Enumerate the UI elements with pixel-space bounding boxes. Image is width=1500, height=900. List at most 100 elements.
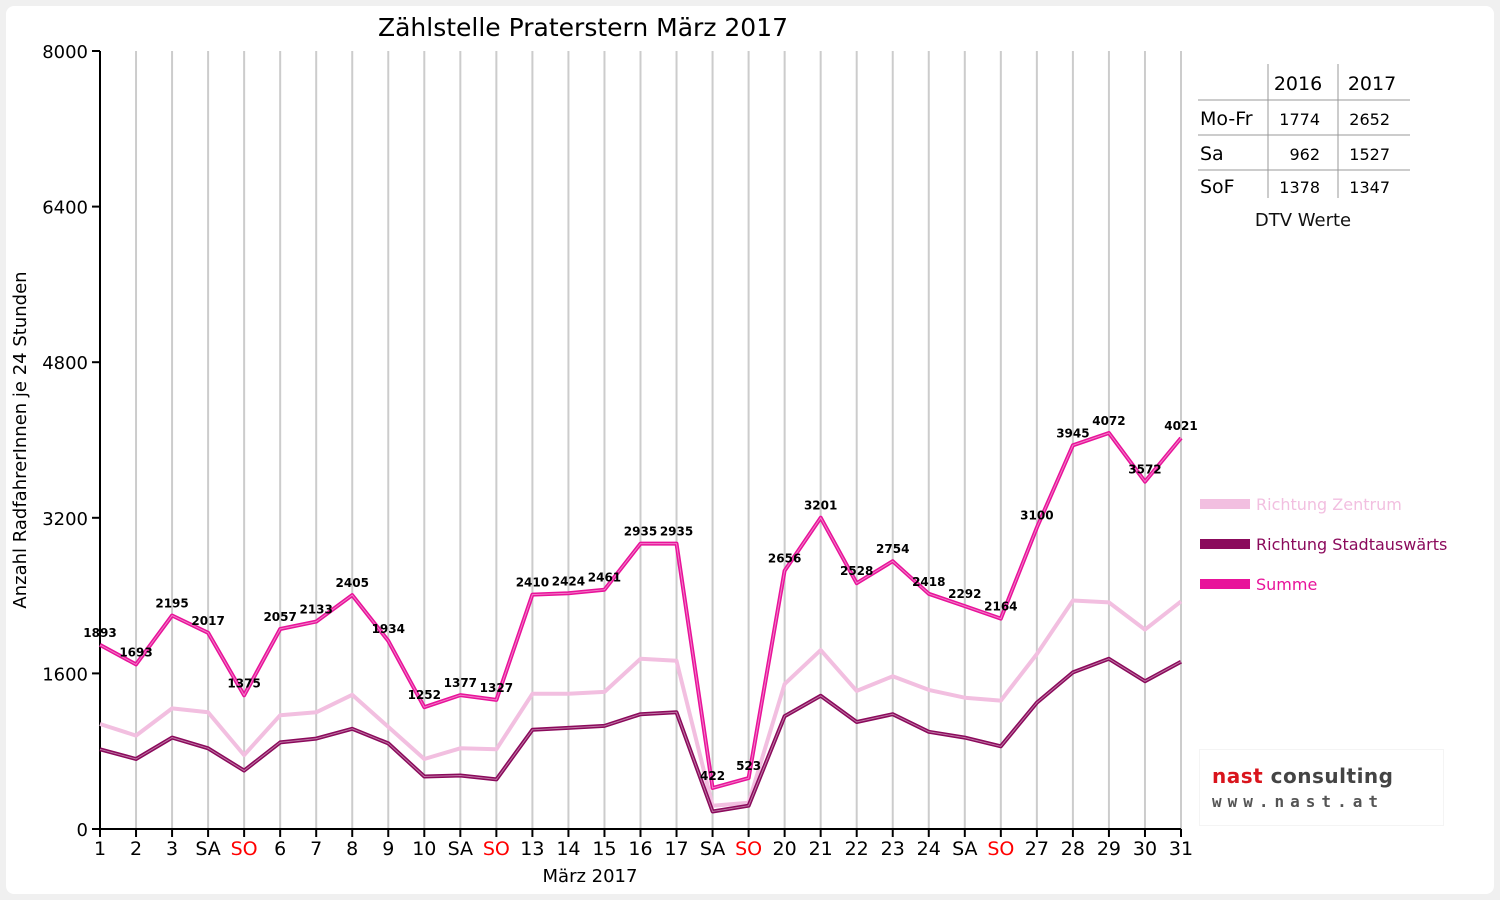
y-tick-label: 6400	[42, 198, 88, 219]
data-label: 3100	[1020, 509, 1053, 523]
x-tick-label: 14	[556, 838, 580, 860]
legend-item-zentrum: Richtung Zentrum	[1200, 494, 1447, 514]
dtv-cell-2017: 1347	[1349, 178, 1390, 197]
data-label: 1934	[372, 622, 405, 636]
legend-swatch	[1200, 539, 1250, 549]
x-tick-label: 7	[310, 838, 322, 860]
data-label: 2424	[552, 574, 585, 588]
data-label: 523	[736, 759, 761, 773]
legend-swatch	[1200, 499, 1250, 509]
data-label: 2754	[876, 542, 909, 556]
x-tick-label: 16	[628, 838, 652, 860]
dtv-row-label: Mo-Fr	[1200, 108, 1253, 130]
data-label: 1375	[227, 676, 260, 690]
data-label: 4072	[1092, 414, 1125, 428]
data-label: 2164	[984, 600, 1017, 614]
data-label: 2656	[768, 552, 801, 566]
data-label: 3201	[804, 499, 837, 513]
dtv-cell-2017: 1527	[1349, 145, 1390, 164]
logo-url: www.nast.at	[1212, 792, 1384, 811]
y-tick-label: 4800	[42, 353, 88, 374]
x-tick-label: 2	[130, 838, 142, 860]
x-tick-label: 3	[166, 838, 178, 860]
data-label: 1693	[119, 645, 152, 659]
logo-word-consulting: consulting	[1270, 764, 1394, 788]
x-tick-label: 28	[1061, 838, 1085, 860]
data-label: 1252	[408, 688, 441, 702]
x-tick-label: SO	[231, 838, 258, 860]
data-label: 4021	[1164, 419, 1197, 433]
x-tick-label: 15	[592, 838, 616, 860]
data-label: 2410	[516, 576, 549, 590]
data-label: 2405	[336, 576, 369, 590]
legend-swatch	[1200, 579, 1250, 589]
logo-word-nast: nast	[1212, 764, 1264, 788]
x-tick-label: 10	[412, 838, 436, 860]
x-tick-label: 20	[773, 838, 797, 860]
y-tick-label: 3200	[42, 509, 88, 530]
x-tick-label: 17	[664, 838, 688, 860]
x-tick-label: SO	[735, 838, 762, 860]
grid-lines	[135, 51, 1182, 829]
dtv-row-label: Sa	[1200, 143, 1224, 165]
x-tick-label: 23	[881, 838, 905, 860]
series-line-summe	[99, 431, 1183, 790]
data-label: 2935	[624, 525, 657, 539]
x-tick-label: 27	[1025, 838, 1049, 860]
x-tick-label: 24	[917, 838, 941, 860]
legend-label: Richtung Stadtauswärts	[1256, 534, 1448, 554]
dtv-table: 2016 2017 Mo-Fr 1774 2652 Sa 962 1527 So…	[1198, 64, 1413, 209]
data-label: 422	[700, 769, 725, 783]
data-label: 1327	[480, 681, 513, 695]
legend-item-stadtauswaerts: Richtung Stadtauswärts	[1200, 534, 1447, 554]
series-line-highlight-summe	[99, 432, 1182, 789]
data-label: 2418	[912, 575, 945, 589]
x-tick-label: SO	[987, 838, 1014, 860]
x-tick-label: 9	[382, 838, 394, 860]
data-label: 1893	[83, 626, 116, 640]
dtv-cell-2016: 962	[1289, 145, 1320, 164]
dtv-table-grid: 2016 2017 Mo-Fr 1774 2652 Sa 962 1527 So…	[1198, 64, 1410, 198]
company-logo: nast consulting www.nast.at	[1200, 750, 1443, 825]
y-tick-label: 1600	[42, 664, 88, 685]
data-label: 2195	[155, 597, 188, 611]
x-tick-label: 1	[94, 838, 106, 860]
data-label: 2461	[588, 571, 621, 585]
series-line-zentrum	[99, 598, 1183, 808]
x-tick-label: 8	[346, 838, 358, 860]
data-label: 2935	[660, 525, 693, 539]
series-line-highlight-stadtauswaerts	[99, 658, 1182, 813]
dtv-cell-2016: 1774	[1279, 110, 1320, 129]
y-axis-label: Anzahl RadfahrerInnen je 24 Stunden	[10, 271, 31, 608]
series-lines	[99, 431, 1183, 814]
x-tick-label: 29	[1097, 838, 1121, 860]
data-label: 1377	[444, 676, 477, 690]
x-tick-label: SA	[952, 838, 977, 860]
legend-label: Richtung Zentrum	[1256, 494, 1402, 514]
data-label: 2057	[263, 610, 296, 624]
dtv-header-2017: 2017	[1348, 73, 1396, 95]
legend-label: Summe	[1256, 574, 1318, 594]
series-line-stadtauswaerts	[99, 656, 1182, 814]
x-tick-label: SA	[700, 838, 725, 860]
x-tick-label: 21	[809, 838, 833, 860]
y-tick-label: 0	[77, 820, 88, 841]
x-tick-label: SO	[483, 838, 510, 860]
data-label: 3945	[1056, 426, 1089, 440]
dtv-caption: DTV Werte	[1254, 210, 1352, 231]
data-label: 2528	[840, 564, 873, 578]
x-tick-label: SA	[195, 838, 220, 860]
dtv-row-label: SoF	[1200, 176, 1235, 198]
y-tick-label: 8000	[42, 42, 88, 63]
x-tick-label: 6	[274, 838, 286, 860]
x-tick-label: 22	[845, 838, 869, 860]
x-tick-label: 13	[520, 838, 544, 860]
dtv-cell-2017: 2652	[1349, 110, 1390, 129]
data-label: 2017	[191, 614, 224, 628]
legend-item-summe: Summe	[1200, 574, 1447, 594]
x-tick-label: 30	[1133, 838, 1157, 860]
legend: Richtung Zentrum Richtung Stadtauswärts …	[1200, 494, 1447, 614]
